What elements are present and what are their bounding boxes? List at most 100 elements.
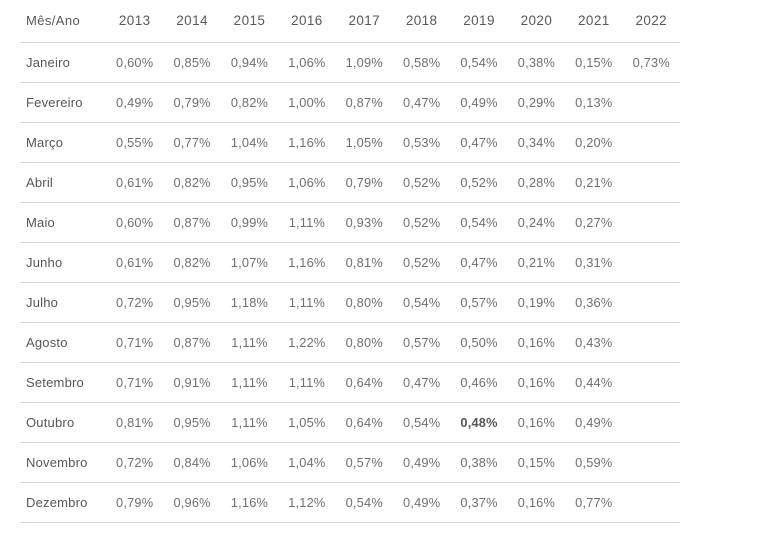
rate-cell: 0,53% (392, 122, 451, 163)
col-header-year: 2019 (450, 0, 508, 43)
rate-cell: 0,24% (507, 202, 566, 243)
table-row: Maio 0,60% 0,87% 0,99% 1,11% 0,93% 0,52% 0,54% 0… (20, 202, 680, 243)
rate-cell: 0,29% (507, 82, 566, 123)
rate-cell: 0,54% (450, 42, 508, 83)
rate-cell: 0,52% (392, 242, 451, 283)
rate-cell: 0,95% (163, 402, 221, 443)
rate-cell: 0,16% (507, 322, 566, 363)
table-row: Setembro 0,71% 0,91% 1,11% 1,11% 0,64% 0,47% 0,… (20, 362, 680, 403)
rate-cell: 0,21% (507, 242, 566, 283)
rate-cell: 0,49% (106, 82, 164, 123)
rate-cell: 0,38% (450, 442, 508, 483)
rate-cell: 0,95% (163, 282, 221, 323)
rate-cell: 0,93% (335, 202, 393, 243)
rate-cell: 1,16% (220, 482, 279, 523)
table-row: Junho 0,61% 0,82% 1,07% 1,16% 0,81% 0,52% 0,47%… (20, 242, 680, 283)
month-label: Setembro (20, 362, 106, 403)
month-label: Abril (20, 162, 106, 203)
rate-cell: 0,81% (106, 402, 164, 443)
rate-cell: 0,60% (106, 42, 164, 83)
rate-cell: 0,96% (163, 482, 221, 523)
col-header-year: 2017 (335, 0, 393, 43)
rate-cell: 0,77% (163, 122, 221, 163)
rate-cell: 0,82% (163, 242, 221, 283)
rate-cell: 0,54% (450, 202, 508, 243)
table-row: Julho 0,72% 0,95% 1,18% 1,11% 0,80% 0,54% 0,57%… (20, 282, 680, 323)
rate-cell: 0,44% (565, 362, 623, 403)
rate-cell: 0,54% (392, 402, 451, 443)
rate-cell: 0,72% (106, 282, 164, 323)
rate-cell: 0,21% (565, 162, 623, 203)
rate-cell: 0,15% (565, 42, 623, 83)
rate-cell: 0,99% (220, 202, 279, 243)
rate-cell: 0,95% (220, 162, 279, 203)
monthly-rates-table-container: Mês/Ano 2013 2014 2015 2016 2017 2018 2019 2020 2… (20, 0, 680, 523)
rate-cell: 0,36% (565, 282, 623, 323)
rate-cell: 0,13% (565, 82, 623, 123)
rate-cell (622, 482, 680, 523)
monthly-rates-table: Mês/Ano 2013 2014 2015 2016 2017 2018 2019 2020 2… (20, 0, 680, 523)
col-header-year: 2018 (392, 0, 451, 43)
rates-table-body: Janeiro 0,60% 0,85% 0,94% 1,06% 1,09% 0,58% 0,5… (20, 42, 680, 523)
rate-cell: 0,87% (335, 82, 393, 123)
table-row: Agosto 0,71% 0,87% 1,11% 1,22% 0,80% 0,57% 0,50… (20, 322, 680, 363)
rate-cell (622, 282, 680, 323)
rate-cell: 0,94% (220, 42, 279, 83)
table-row: Fevereiro 0,49% 0,79% 0,82% 1,00% 0,87% 0,47% 0… (20, 82, 680, 123)
month-label: Novembro (20, 442, 106, 483)
rate-cell: 0,27% (565, 202, 623, 243)
rate-cell (622, 402, 680, 443)
rate-cell: 0,80% (335, 322, 393, 363)
month-label: Fevereiro (20, 82, 106, 123)
rate-cell: 0,79% (106, 482, 164, 523)
rate-cell: 0,57% (335, 442, 393, 483)
rate-cell: 0,73% (622, 42, 680, 83)
rate-cell: 1,04% (278, 442, 336, 483)
rate-cell (622, 242, 680, 283)
rate-cell: 0,57% (450, 282, 508, 323)
rate-cell: 0,84% (163, 442, 221, 483)
rate-cell: 0,80% (335, 282, 393, 323)
month-label: Junho (20, 242, 106, 283)
month-label: Julho (20, 282, 106, 323)
rate-cell: 0,16% (507, 482, 566, 523)
rate-cell: 0,52% (450, 162, 508, 203)
rate-cell: 1,05% (278, 402, 336, 443)
rate-cell: 0,34% (507, 122, 566, 163)
rate-cell: 0,28% (507, 162, 566, 203)
table-row: Novembro 0,72% 0,84% 1,06% 1,04% 0,57% 0,49% 0,… (20, 442, 680, 483)
rate-cell: 1,11% (278, 282, 336, 323)
rate-cell: 0,61% (106, 162, 164, 203)
rate-cell: 0,54% (335, 482, 393, 523)
rate-cell: 0,64% (335, 362, 393, 403)
rate-cell: 1,11% (220, 322, 279, 363)
rate-cell: 1,07% (220, 242, 279, 283)
rate-cell: 0,54% (392, 282, 451, 323)
rate-cell: 1,00% (278, 82, 336, 123)
rates-table-head-row: Mês/Ano 2013 2014 2015 2016 2017 2018 2019 2020 2… (20, 0, 680, 43)
rate-cell: 0,49% (392, 482, 451, 523)
rate-cell: 1,11% (220, 402, 279, 443)
col-header-month-year: Mês/Ano (20, 0, 106, 43)
rate-cell: 0,82% (220, 82, 279, 123)
rate-cell: 0,52% (392, 162, 451, 203)
rate-cell: 0,47% (450, 122, 508, 163)
rate-cell: 0,16% (507, 362, 566, 403)
rate-cell: 0,16% (507, 402, 566, 443)
rate-cell: 1,11% (220, 362, 279, 403)
rate-cell: 1,11% (278, 362, 336, 403)
rate-cell: 0,71% (106, 322, 164, 363)
table-row: Outubro 0,81% 0,95% 1,11% 1,05% 0,64% 0,54% 0,4… (20, 402, 680, 443)
rate-cell: 0,52% (392, 202, 451, 243)
rate-cell: 1,05% (335, 122, 393, 163)
rate-cell: 1,04% (220, 122, 279, 163)
rate-cell: 0,91% (163, 362, 221, 403)
table-row: Março 0,55% 0,77% 1,04% 1,16% 1,05% 0,53% 0,47%… (20, 122, 680, 163)
rate-cell: 0,87% (163, 322, 221, 363)
rate-cell: 1,09% (335, 42, 393, 83)
rate-cell: 0,20% (565, 122, 623, 163)
rate-cell: 0,85% (163, 42, 221, 83)
rate-cell: 1,16% (278, 122, 336, 163)
rate-cell: 0,47% (450, 242, 508, 283)
rate-cell (622, 82, 680, 123)
